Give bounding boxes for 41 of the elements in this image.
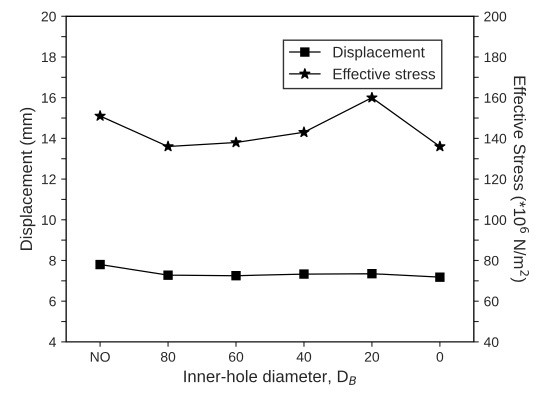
point <box>230 136 242 148</box>
y-tick-label: 14 <box>42 134 56 144</box>
x-tick-label: NO <box>90 352 110 362</box>
legend-label: Displacement <box>334 46 425 61</box>
y-tick-label: 20 <box>42 12 56 22</box>
y2-tick-label: 100 <box>484 215 506 225</box>
y-tick-label: 12 <box>42 174 56 184</box>
point <box>435 272 445 282</box>
y2-tick-label: 200 <box>484 12 506 22</box>
x-tick-label: 40 <box>296 352 312 362</box>
point <box>162 140 174 152</box>
y-tick-label: 8 <box>49 256 56 266</box>
y-tick-label: 10 <box>42 215 56 225</box>
point <box>298 126 310 138</box>
y2-tick-label: 80 <box>484 256 498 266</box>
y2-tick-label: 180 <box>484 52 506 62</box>
y-tick-label: 16 <box>42 93 56 103</box>
y2-tick-label: 40 <box>484 337 498 348</box>
point <box>231 271 241 280</box>
point <box>434 140 446 152</box>
point <box>95 260 105 270</box>
y2-tick-label: 140 <box>484 134 506 144</box>
point <box>163 270 173 280</box>
x-axis-title: Inner-hole diameter, D$_{B}$ <box>184 370 356 385</box>
y2-tick-label: 60 <box>484 296 498 306</box>
x-tick-label: 20 <box>364 352 380 362</box>
point <box>366 92 378 103</box>
y2-tick-label: 120 <box>484 174 506 184</box>
x-tick-label: 60 <box>228 352 244 362</box>
x-tick-label: 0 <box>436 352 444 362</box>
y2-axis-title: Effective Stress (*10$^{6}$ N/m$^{2}$) <box>510 76 529 282</box>
y-tick-label: 6 <box>49 296 56 306</box>
y-axis-title: Displacement (mm) <box>20 108 36 250</box>
point <box>94 110 106 122</box>
point <box>367 269 377 278</box>
y-tick-label: 18 <box>42 52 56 62</box>
x-tick-label: 80 <box>160 352 176 362</box>
legend-label: Effective stress <box>334 68 436 80</box>
y2-tick-label: 160 <box>484 93 506 103</box>
y-tick-label: 4 <box>48 337 56 347</box>
point <box>299 269 309 279</box>
